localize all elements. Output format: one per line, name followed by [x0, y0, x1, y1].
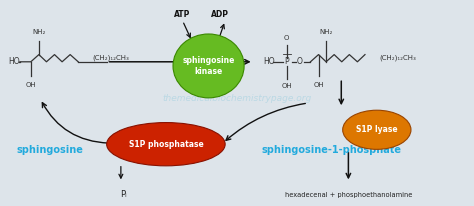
- Text: S1P phosphatase: S1P phosphatase: [128, 140, 203, 149]
- Text: sphingosine
kinase: sphingosine kinase: [182, 56, 235, 76]
- Text: OH: OH: [313, 82, 324, 88]
- Text: sphingosine: sphingosine: [16, 145, 83, 155]
- Text: O: O: [284, 35, 290, 41]
- Text: NH₂: NH₂: [32, 29, 46, 35]
- Text: themedicalbiochemistrypage.org: themedicalbiochemistrypage.org: [163, 94, 311, 103]
- Text: ADP: ADP: [211, 10, 229, 19]
- Text: S1P lyase: S1P lyase: [356, 125, 398, 134]
- Ellipse shape: [107, 123, 225, 166]
- Ellipse shape: [343, 110, 411, 149]
- Text: ATP: ATP: [174, 10, 191, 19]
- Text: HO: HO: [263, 57, 275, 66]
- Text: OH: OH: [282, 83, 292, 89]
- Text: (CH₂)₁₂CH₃: (CH₂)₁₂CH₃: [92, 55, 129, 61]
- Text: OH: OH: [26, 82, 36, 88]
- Text: NH₂: NH₂: [319, 29, 333, 35]
- Text: HO: HO: [9, 57, 20, 66]
- Text: (CH₂)₁₂CH₃: (CH₂)₁₂CH₃: [379, 55, 416, 61]
- Text: hexadecenal + phosphoethanolamine: hexadecenal + phosphoethanolamine: [285, 192, 412, 198]
- Text: O: O: [297, 57, 303, 66]
- Ellipse shape: [173, 34, 244, 98]
- Text: P: P: [284, 57, 289, 66]
- Text: Pᵢ: Pᵢ: [120, 190, 127, 199]
- Text: sphingosine-1-phosphate: sphingosine-1-phosphate: [262, 145, 402, 155]
